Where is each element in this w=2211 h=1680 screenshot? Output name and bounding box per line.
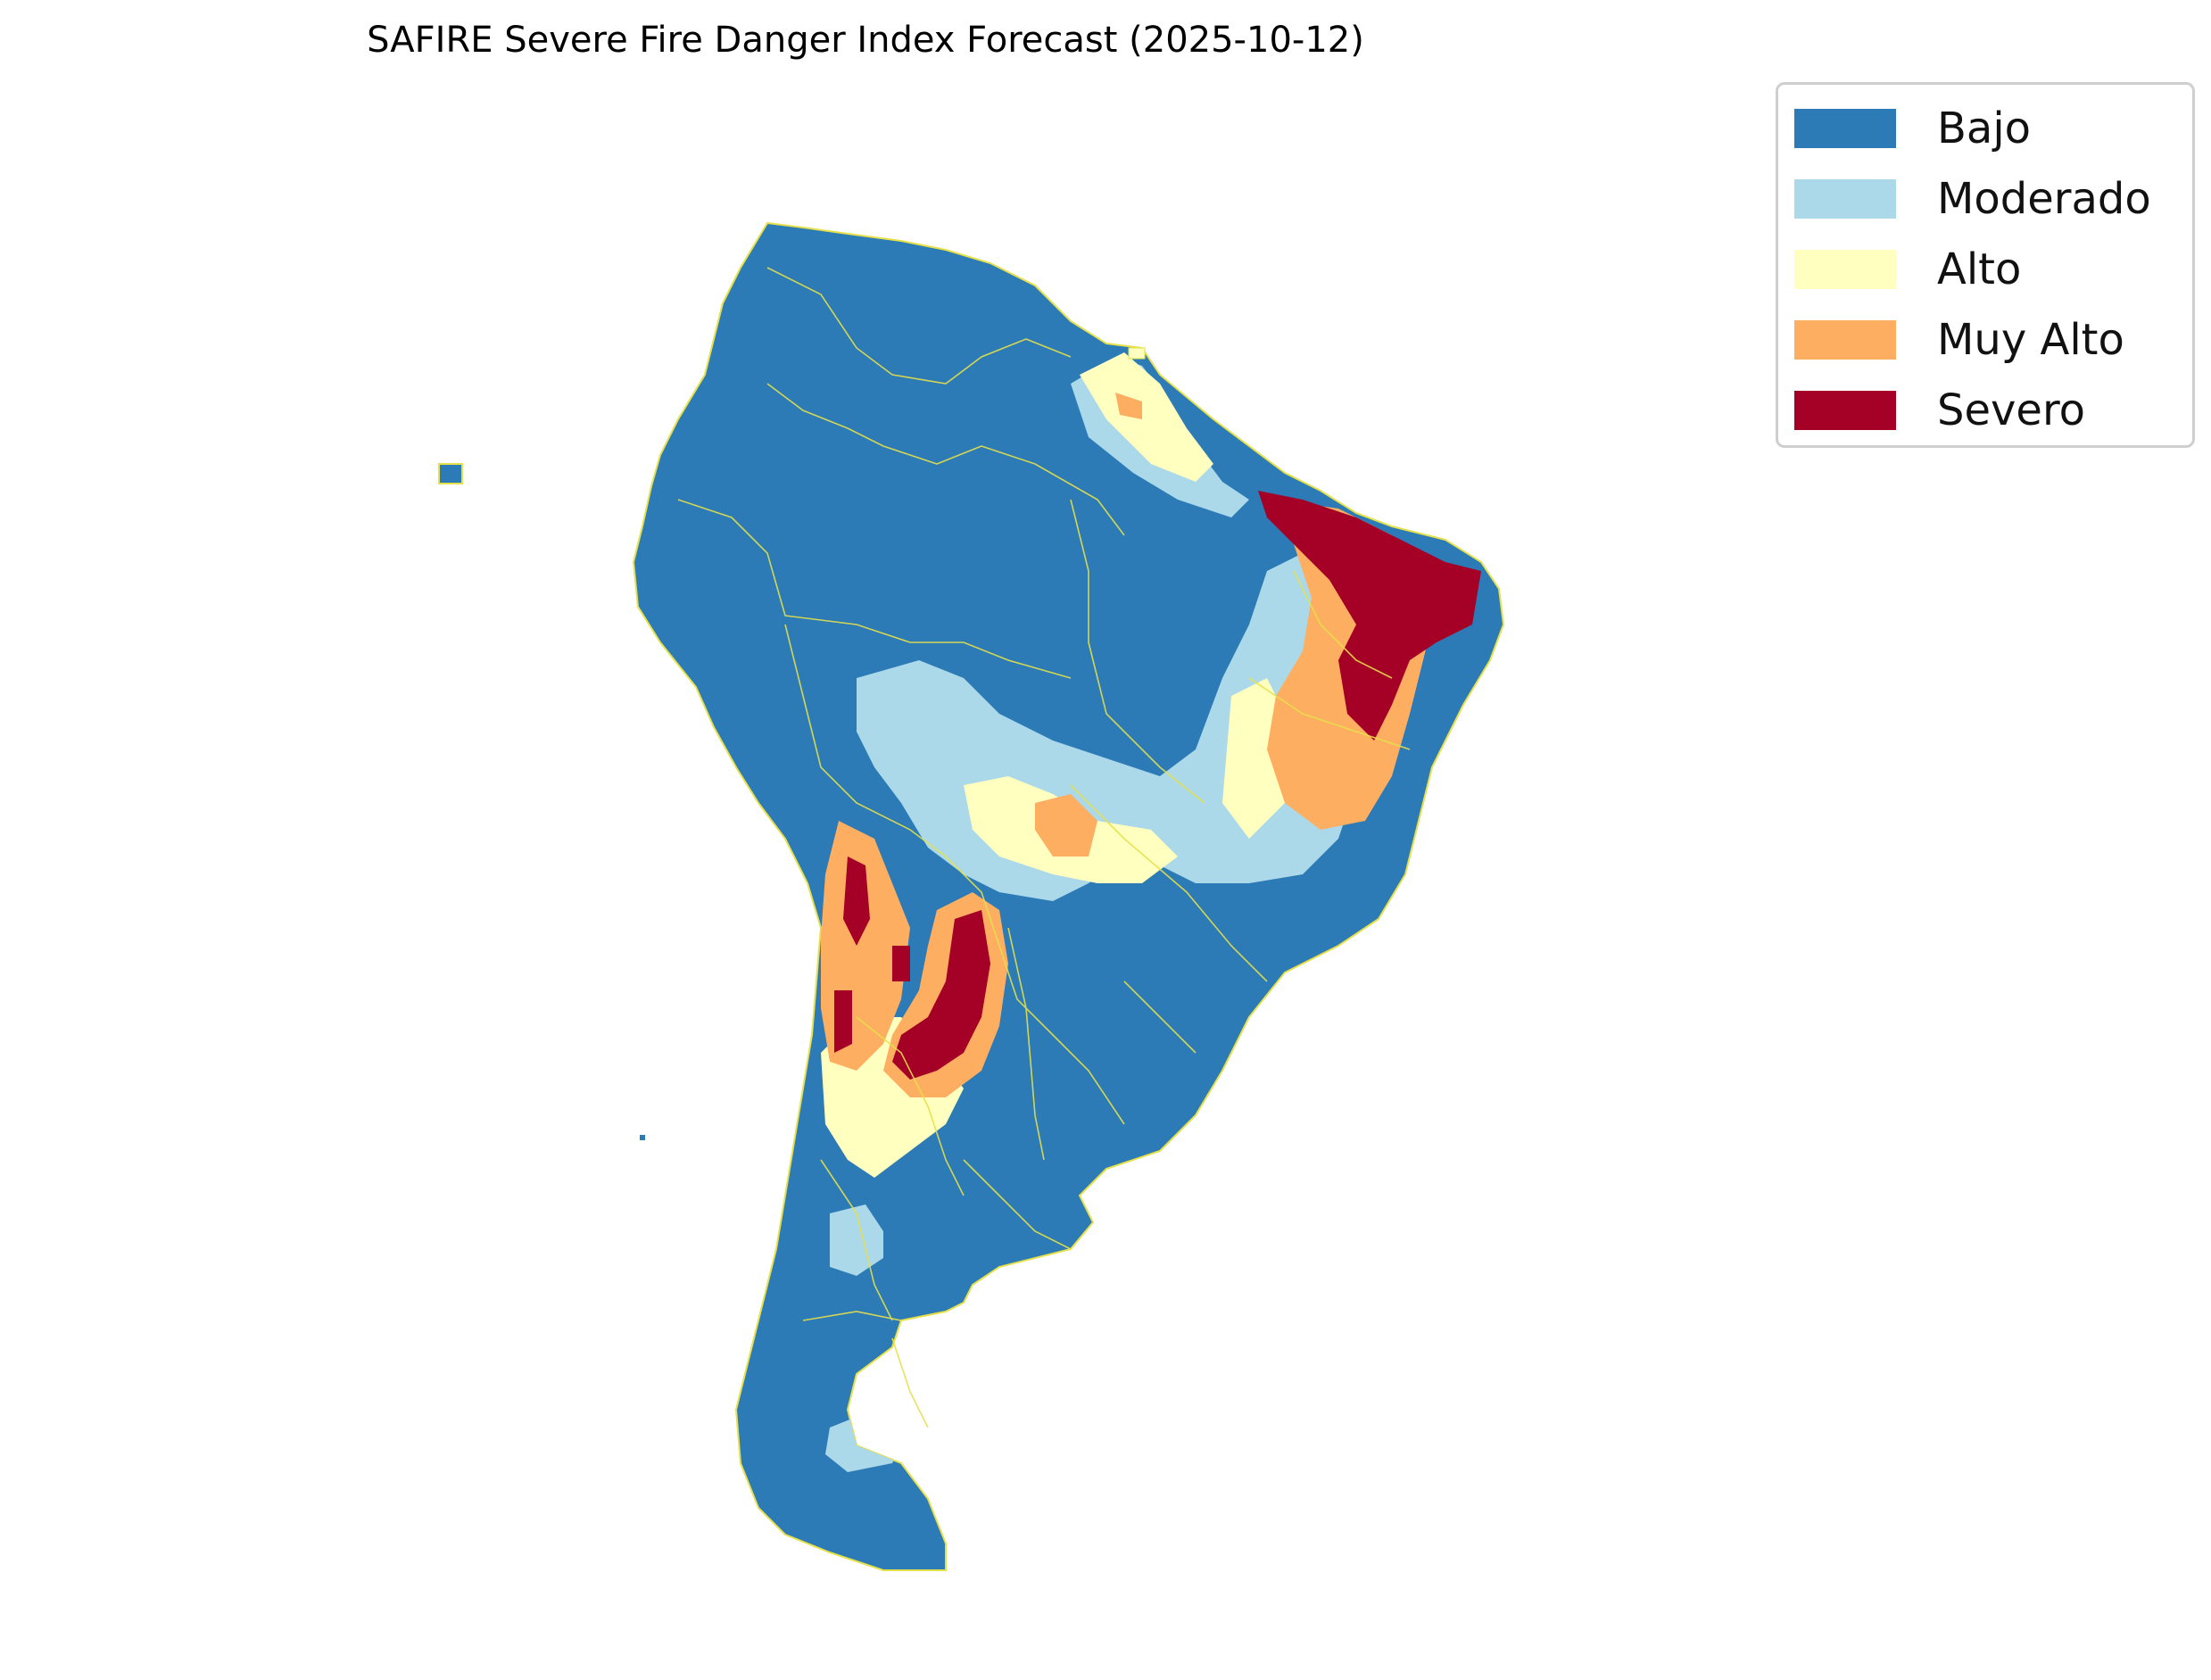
legend-swatch-moderado xyxy=(1794,179,1896,219)
zone-muyalto-central xyxy=(1035,794,1097,857)
legend-item-bajo: Bajo xyxy=(1794,103,2032,153)
continent-land xyxy=(632,221,1505,1571)
legend-swatch-muy-alto xyxy=(1794,320,1896,360)
legend-item-severo: Severo xyxy=(1794,385,2085,435)
zone-moderado-patagonia xyxy=(830,1204,883,1276)
legend-item-alto: Alto xyxy=(1794,244,2022,294)
legend-swatch-bajo xyxy=(1794,109,1896,148)
zone-moderado-south2 xyxy=(857,1374,901,1410)
map-title: SAFIRE Severe Fire Danger Index Forecast… xyxy=(367,20,1364,61)
legend-label-alto: Alto xyxy=(1937,244,2022,294)
galapagos-islands xyxy=(438,463,463,484)
legend-item-moderado: Moderado xyxy=(1794,174,2151,224)
zone-severo-argentina xyxy=(892,910,990,1080)
zone-severo-northeast xyxy=(1258,491,1481,741)
legend-swatch-alto xyxy=(1794,250,1896,289)
legend-label-bajo: Bajo xyxy=(1937,103,2032,153)
legend-swatch-severo xyxy=(1794,391,1896,430)
zone-severo-small xyxy=(892,946,910,981)
map-legend: Bajo Moderado Alto Muy Alto Severo xyxy=(1776,82,2195,448)
island-small-west xyxy=(640,1135,645,1140)
legend-label-moderado: Moderado xyxy=(1937,174,2151,224)
zone-muyalto-north xyxy=(1115,393,1142,419)
legend-label-muy-alto: Muy Alto xyxy=(1937,315,2124,365)
zone-alto-northeast xyxy=(1080,352,1213,482)
island-trinidad xyxy=(1128,347,1146,360)
border-lines xyxy=(677,267,1411,1428)
zone-severo-chile xyxy=(843,857,870,946)
legend-item-muy-alto: Muy Alto xyxy=(1794,315,2124,365)
zone-severo-chile2 xyxy=(834,990,852,1053)
legend-label-severo: Severo xyxy=(1937,385,2085,435)
south-america-fire-danger-map xyxy=(438,221,1505,1571)
